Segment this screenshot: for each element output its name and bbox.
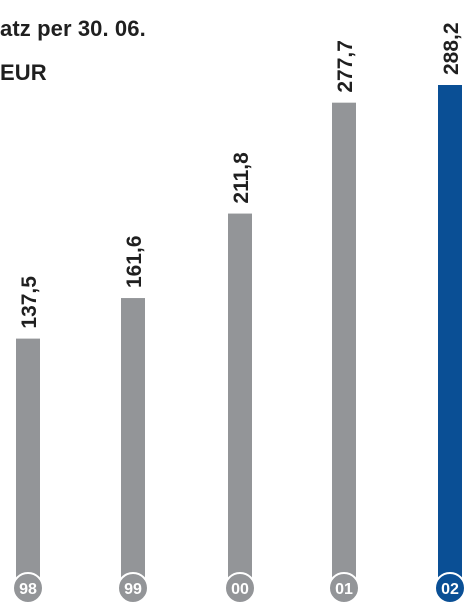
- bar-98: [16, 338, 40, 580]
- bar-00: [228, 213, 252, 580]
- category-badge-99: [117, 572, 149, 602]
- bar-02: [438, 85, 462, 580]
- bar-99: [121, 298, 145, 580]
- category-label-02: 02: [441, 581, 459, 598]
- chart-title-line-1: atz per 30. 06.: [0, 16, 146, 41]
- bars-layer: [16, 85, 462, 581]
- category-label-99: 99: [124, 581, 142, 598]
- category-badge-00: [224, 572, 256, 602]
- category-badge-01: [328, 572, 360, 602]
- value-label-02: 288,2: [440, 22, 463, 75]
- value-label-01: 277,7: [334, 40, 357, 93]
- bar-01: [332, 102, 356, 581]
- value-label-00: 211,8: [230, 152, 253, 204]
- category-badge-02: [434, 572, 465, 602]
- value-label-98: 137,5: [18, 276, 41, 329]
- chart-title-line-2: EUR: [0, 60, 47, 85]
- category-label-98: 98: [19, 581, 37, 598]
- value-label-99: 161,6: [123, 235, 146, 288]
- category-badge-98: [12, 572, 44, 602]
- value-labels-layer: 137,5 161,6 211,8 277,7 288,2: [18, 22, 463, 328]
- category-label-00: 00: [231, 581, 249, 598]
- category-label-01: 01: [335, 581, 353, 598]
- category-badges-layer: 98 99 00 01 02: [12, 572, 465, 602]
